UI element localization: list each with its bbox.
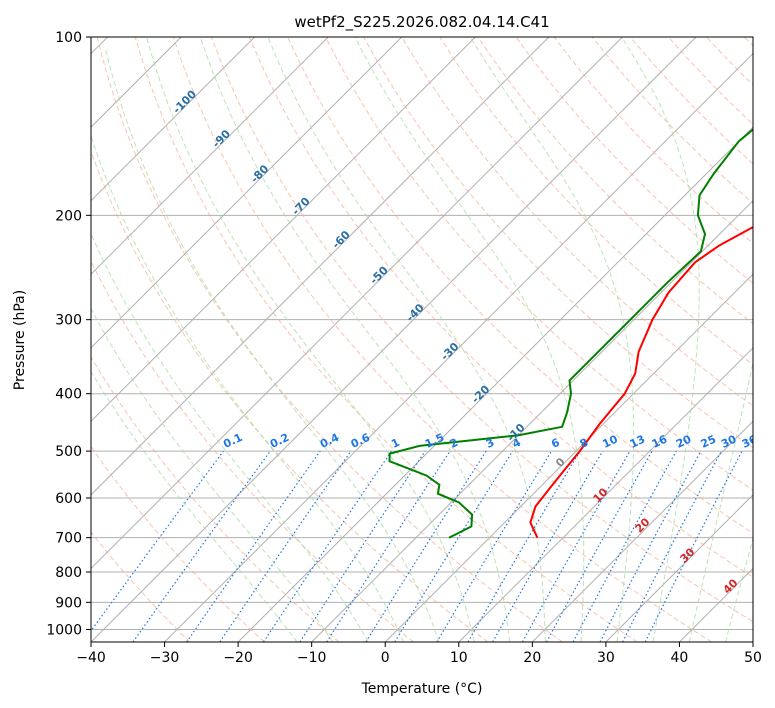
y-tick-label: 100	[55, 30, 82, 46]
isotherm-line	[91, 37, 403, 349]
x-tick-label: −30	[150, 650, 180, 666]
dry-adiabat-line	[172, 37, 713, 642]
mixing-ratio-line	[91, 450, 224, 632]
x-tick-label: −40	[76, 650, 106, 666]
dry-adiabat-line	[91, 150, 489, 642]
dry-adiabat-line	[91, 531, 191, 642]
temperature-profile-line	[529, 226, 753, 539]
dry-adiabat-line	[439, 37, 753, 366]
dry-adiabat-line	[96, 37, 563, 642]
moist-adiabat-line	[91, 370, 298, 642]
dry-adiabat-line	[91, 445, 265, 642]
x-axis: −40 −30 −20 −10 0 10 20 30 40 50	[76, 642, 762, 666]
y-tick-label: 200	[55, 208, 82, 224]
dry-adiabat-line	[210, 37, 753, 623]
moist-adiabat-line	[688, 360, 753, 642]
mixing-ratio-line	[572, 450, 677, 642]
chart-title: wetPf2_S225.2026.082.04.14.C41	[294, 13, 549, 32]
x-tick-label: 20	[523, 650, 541, 666]
moist-adiabat-line	[725, 536, 753, 642]
dry-adiabat-line	[248, 37, 753, 578]
mixing-ratio-label: 30	[719, 432, 739, 450]
mixing-ratio-line	[394, 450, 514, 642]
y-tick-label: 500	[55, 444, 82, 460]
profile-lines	[388, 128, 753, 539]
dry-adiabat-line	[401, 37, 753, 407]
x-tick-label: −20	[223, 650, 253, 666]
x-tick-label: 40	[671, 650, 689, 666]
isotherm-line	[458, 347, 753, 642]
moist-adiabat-line	[91, 134, 405, 642]
x-tick-label: 50	[744, 650, 762, 666]
isotherm-line	[91, 37, 476, 423]
mixing-ratio-label: 13	[628, 433, 647, 451]
isotherm-line	[531, 420, 753, 642]
mixing-ratio-line	[262, 450, 392, 642]
isotherm-line	[384, 273, 753, 642]
mixing-ratio-line	[219, 450, 352, 642]
isotherm-line	[164, 52, 753, 642]
mixing-ratio-label: 16	[650, 432, 670, 450]
mixing-ratio-line	[521, 450, 631, 642]
mixing-ratio-label: 10	[600, 432, 620, 450]
mixing-ratio-label: 36	[740, 432, 760, 450]
isotherm-line	[91, 37, 329, 275]
y-tick-label: 700	[55, 531, 82, 547]
y-tick-label: 600	[55, 491, 82, 507]
dewpoint-profile-line	[388, 128, 753, 539]
y-tick-label: 400	[55, 387, 82, 403]
mixing-ratio-line	[299, 450, 426, 642]
y-tick-label: 300	[55, 313, 82, 329]
isotherm-line	[91, 37, 697, 642]
moist-adiabat-line	[199, 37, 511, 642]
isotherm-line	[91, 37, 256, 202]
isotherm-line	[605, 494, 753, 642]
y-axis-label: Pressure (hPa)	[12, 290, 28, 390]
x-tick-label: 10	[450, 650, 468, 666]
moist-adiabat-line	[91, 307, 334, 642]
x-tick-label: 0	[381, 650, 390, 666]
mixing-ratio-line	[186, 450, 321, 642]
dry-adiabat-line	[515, 37, 753, 284]
x-tick-label: −10	[297, 650, 327, 666]
moist-adiabat-line	[105, 49, 440, 642]
mixing-ratio-line	[326, 450, 451, 642]
x-axis-label: Temperature (°C)	[361, 681, 483, 697]
moist-adiabat-line	[146, 37, 475, 642]
y-axis: 100 200 300 400 500 600 700 800 900 1000	[46, 30, 91, 638]
dry-adiabat-line	[91, 259, 414, 642]
isotherm-line	[91, 37, 550, 496]
isotherm-line	[91, 37, 623, 570]
mixing-ratio-line	[132, 450, 271, 642]
mixing-ratio-label: 20	[674, 432, 694, 450]
moist-adiabat-line	[267, 37, 546, 642]
y-tick-label: 900	[55, 595, 82, 611]
mixing-ratio-label: 25	[699, 433, 718, 451]
x-tick-label: 30	[597, 650, 615, 666]
background-lines	[91, 37, 753, 642]
y-tick-label: 800	[55, 565, 82, 581]
moist-adiabat-line	[621, 37, 700, 642]
mixing-ratio-line	[644, 450, 743, 642]
moist-adiabat-line	[354, 37, 585, 642]
dry-adiabat-line	[325, 37, 753, 491]
mixing-ratio-line	[546, 450, 653, 642]
dry-adiabat-line	[91, 356, 340, 642]
dry-adiabat-line	[134, 37, 638, 642]
y-tick-label: 1000	[46, 622, 82, 638]
plot-frame	[90, 36, 754, 643]
